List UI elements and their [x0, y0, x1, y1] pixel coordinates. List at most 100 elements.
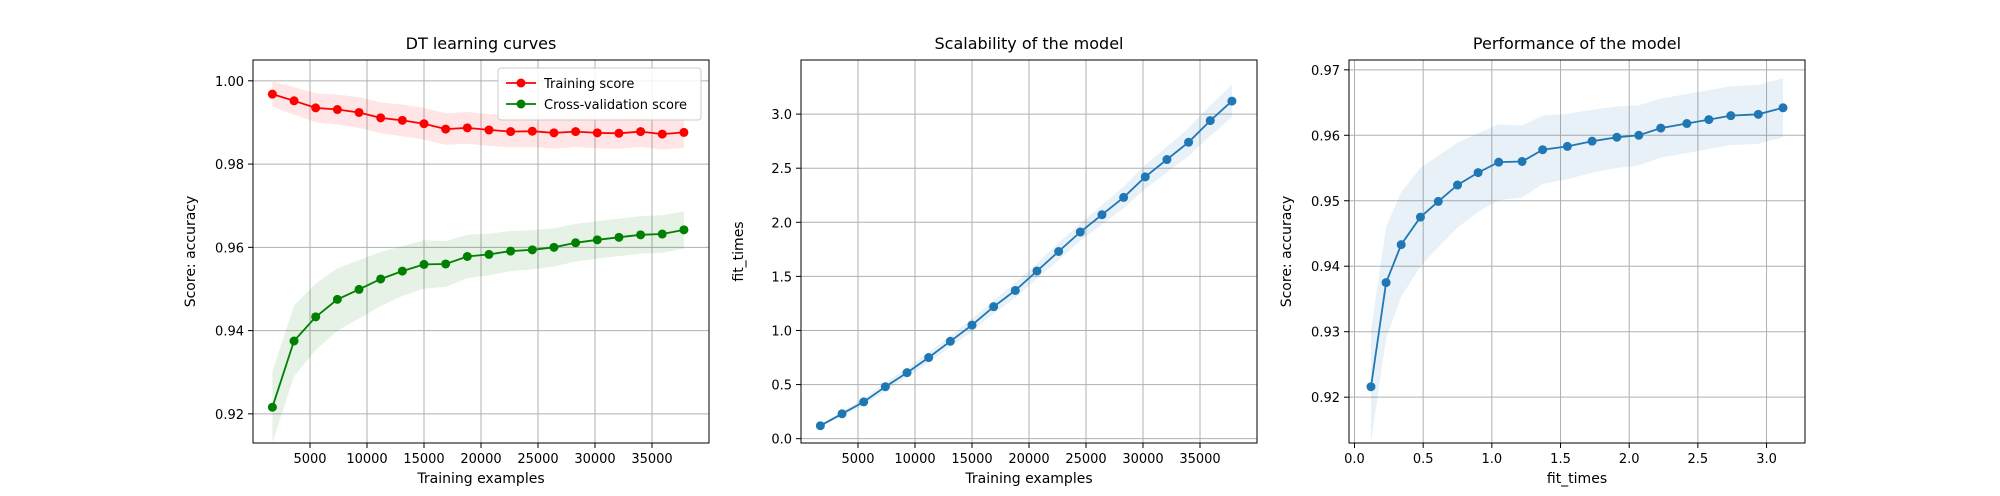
chart-title: Performance of the model — [1473, 34, 1681, 53]
y-tick-label: 0.95 — [1311, 195, 1340, 210]
data-point — [679, 127, 689, 137]
x-tick-label: 25000 — [517, 452, 558, 467]
x-tick-label: 10000 — [894, 452, 935, 467]
series-1 — [815, 84, 1237, 431]
x-tick-label: 20000 — [1008, 452, 1049, 467]
chart-2: 5000 10000 15000 20000 25000 30000 35000 0.0 0.5… — [731, 34, 1258, 487]
ticks: 5000 10000 15000 20000 25000 30000 35000 0.92 0.… — [215, 75, 673, 467]
x-tick-label: 35000 — [1179, 452, 1220, 467]
data-point — [1140, 172, 1150, 182]
y-tick-label: 2.0 — [771, 216, 792, 231]
data-point — [614, 128, 624, 138]
data-point — [549, 128, 559, 138]
y-tick-label: 0.5 — [771, 379, 792, 394]
chart-title: DT learning curves — [406, 34, 557, 53]
ticks: 5000 10000 15000 20000 25000 30000 35000 0.0 0.5… — [771, 108, 1220, 467]
x-tick-label: 35000 — [631, 452, 672, 467]
legend-label: Training score — [543, 77, 634, 92]
data-point — [679, 225, 689, 235]
data-point — [1494, 157, 1504, 167]
series-2 — [267, 211, 689, 443]
data-point — [1205, 116, 1215, 126]
data-point — [462, 251, 472, 261]
data-point — [419, 119, 429, 129]
y-tick-label: 1.0 — [771, 324, 792, 339]
data-point — [837, 409, 847, 419]
data-point — [332, 105, 342, 115]
data-point — [1010, 285, 1020, 295]
data-point — [1433, 196, 1443, 206]
data-point — [354, 107, 364, 117]
data-point — [311, 103, 321, 113]
y-axis-label: Score: accuracy — [1279, 196, 1295, 308]
legend: Training score Cross-validation score — [497, 67, 702, 121]
data-point — [592, 235, 602, 245]
data-point — [1753, 109, 1763, 119]
x-tick-label: 30000 — [1122, 452, 1163, 467]
confidence-band — [820, 84, 1232, 427]
y-tick-label: 0.0 — [771, 433, 792, 448]
x-tick-label: 0.5 — [1413, 452, 1434, 467]
data-point — [1381, 278, 1391, 288]
axes-frame — [1348, 59, 1806, 444]
data-point — [441, 259, 451, 269]
data-point — [859, 397, 869, 407]
legend-box — [497, 67, 702, 121]
data-point — [1119, 192, 1129, 202]
data-point — [1634, 130, 1644, 140]
confidence-band — [1371, 78, 1783, 443]
data-point — [924, 353, 934, 363]
ticks: 0.0 0.5 1.0 1.5 2.0 2.5 3.0 0.92 0.93 0.94 0.95 0.9… — [1311, 64, 1777, 467]
grid — [1349, 60, 1805, 443]
data-point — [1587, 136, 1597, 146]
data-point — [527, 126, 537, 136]
data-point — [506, 127, 516, 137]
data-point — [267, 402, 277, 412]
x-tick-label: 15000 — [403, 452, 444, 467]
data-point — [397, 115, 407, 125]
data-point — [506, 246, 516, 256]
data-point — [441, 124, 451, 134]
y-tick-label: 0.96 — [215, 241, 244, 256]
data-point — [1562, 141, 1572, 151]
x-axis-label: fit_times — [1547, 471, 1607, 487]
data-point — [311, 312, 321, 322]
data-point — [397, 266, 407, 276]
x-tick-label: 15000 — [951, 452, 992, 467]
data-point — [1075, 227, 1085, 237]
data-point — [1162, 155, 1172, 165]
y-tick-label: 2.5 — [771, 162, 792, 177]
data-point — [527, 245, 537, 255]
data-point — [1656, 123, 1666, 133]
x-axis-label: Training examples — [964, 471, 1092, 487]
x-tick-label: 20000 — [460, 452, 501, 467]
x-tick-label: 25000 — [1065, 452, 1106, 467]
confidence-band — [272, 211, 684, 443]
data-point — [419, 259, 429, 269]
y-tick-label: 1.5 — [771, 270, 792, 285]
legend-marker — [516, 99, 526, 109]
data-point — [815, 421, 825, 431]
x-tick-label: 10000 — [346, 452, 387, 467]
x-tick-label: 3.0 — [1756, 452, 1777, 467]
data-point — [1032, 266, 1042, 276]
data-point — [289, 336, 299, 346]
data-point — [657, 129, 667, 139]
data-point — [1453, 180, 1463, 190]
x-tick-label: 1.5 — [1550, 452, 1571, 467]
data-point — [945, 336, 955, 346]
x-tick-label: 1.0 — [1481, 452, 1502, 467]
grid — [801, 60, 1257, 443]
data-point — [1726, 111, 1736, 121]
series-1 — [267, 81, 689, 150]
data-point — [1682, 119, 1692, 129]
x-tick-label: 0.0 — [1344, 452, 1365, 467]
data-point — [1517, 156, 1527, 166]
data-point — [636, 127, 646, 137]
data-point — [484, 125, 494, 135]
chart-1: 5000 10000 15000 20000 25000 30000 35000 0.92 0.… — [183, 34, 710, 487]
data-point — [376, 113, 386, 123]
y-tick-label: 0.97 — [1311, 64, 1340, 79]
data-point — [902, 368, 912, 378]
